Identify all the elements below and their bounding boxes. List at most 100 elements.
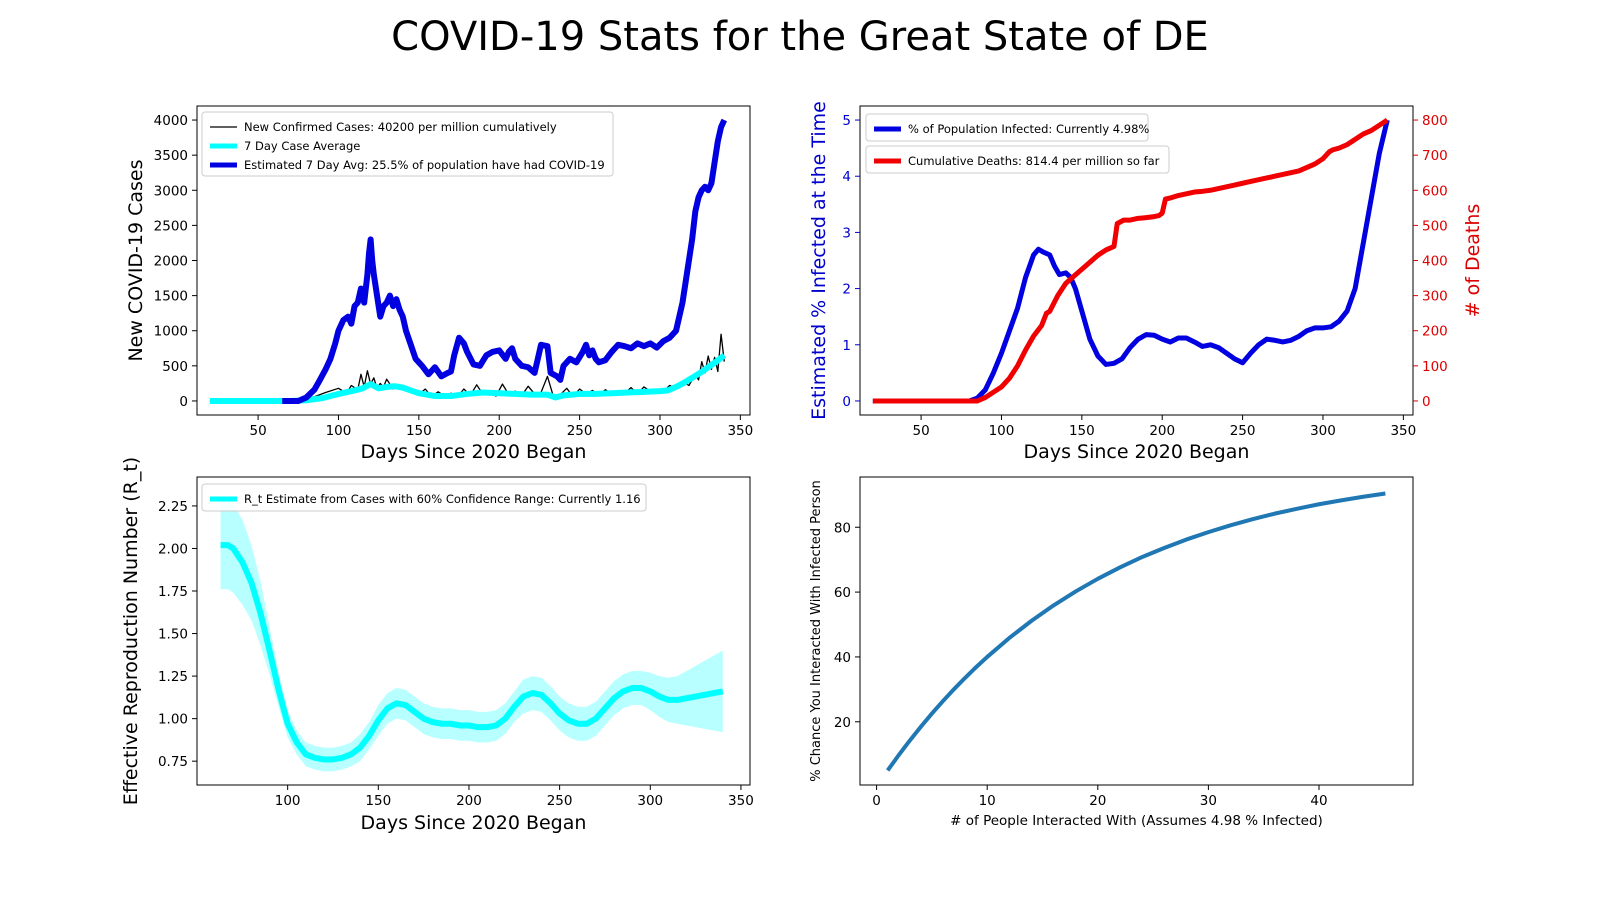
- y-tick-label: 5: [842, 113, 851, 129]
- x-tick-label: 50: [912, 423, 929, 439]
- cases-chart: 50 100 150 200 250 300 35005001000150020002500…: [125, 105, 753, 463]
- y-tick-label: 3: [842, 225, 851, 241]
- y-axis-label: Estimated % Infected at the Time: [808, 101, 830, 420]
- y2-tick-label: 600: [1422, 183, 1448, 199]
- y-tick-label: 60: [834, 585, 851, 601]
- series-layer: [886, 491, 1386, 772]
- x-tick-label: 300: [647, 423, 673, 439]
- y-tick-label: 500: [162, 359, 188, 375]
- y-tick-label: 1.00: [158, 712, 188, 728]
- y-axis-label: % Chance You Interacted With Infected Pe…: [809, 480, 824, 782]
- y-tick-label: 1: [842, 338, 851, 354]
- legend-label: Estimated 7 Day Avg: 25.5% of population…: [244, 158, 605, 172]
- infected-chart: 50 100 150 200 250 300 35001234501002003004005…: [808, 101, 1484, 463]
- y-tick-label: 0: [179, 394, 188, 410]
- series-line-2: [282, 118, 728, 404]
- x-tick-label: 0: [872, 793, 881, 809]
- x-axis-label: # of People Interacted With (Assumes 4.9…: [950, 813, 1323, 829]
- y2-tick-label: 300: [1422, 289, 1448, 305]
- y-tick-label: 2000: [154, 254, 188, 270]
- series-line-0: [886, 491, 1386, 772]
- series-line-1: [209, 352, 727, 404]
- y2-tick-label: 0: [1422, 394, 1431, 410]
- y-tick-label: 20: [834, 715, 851, 731]
- legend-label: 7 Day Case Average: [244, 139, 360, 153]
- x-tick-label: 350: [728, 793, 754, 809]
- legend-label: R_t Estimate from Cases with 60% Confide…: [244, 492, 641, 506]
- x-tick-label: 300: [1310, 423, 1336, 439]
- series-line-0: [872, 119, 1390, 404]
- x-tick-label: 250: [1230, 423, 1256, 439]
- y-tick-label: 1.25: [158, 669, 188, 685]
- x-tick-label: 150: [1069, 423, 1095, 439]
- y-axis-label: New COVID-19 Cases: [125, 159, 147, 361]
- x-tick-label: 30: [1200, 793, 1217, 809]
- legend-box: [865, 113, 1149, 142]
- series-line-1: [872, 117, 1389, 404]
- y-tick-label: 4000: [154, 113, 188, 129]
- confidence-band: [220, 500, 723, 772]
- x-axis-label: Days Since 2020 Began: [361, 812, 587, 834]
- x-tick-label: 40: [1310, 793, 1327, 809]
- x-tick-label: 250: [547, 793, 573, 809]
- y-tick-label: 2: [842, 282, 851, 298]
- y2-tick-label: 500: [1422, 218, 1448, 234]
- legend-box: [201, 483, 647, 512]
- x-tick-label: 150: [406, 423, 432, 439]
- x-tick-label: 150: [365, 793, 391, 809]
- y-tick-label: 1000: [154, 324, 188, 340]
- legend: R_t Estimate from Cases with 60% Confide…: [201, 483, 647, 512]
- legend-box: [201, 111, 614, 177]
- y2-tick-label: 800: [1422, 113, 1448, 129]
- legend: Cumulative Deaths: 814.4 per million so …: [865, 145, 1170, 174]
- plot-area: [860, 477, 1413, 785]
- rt-chart: 100 150 200 250 300 350 0.75 1.00 1.25 1.50 1.75 2.…: [120, 457, 754, 834]
- series-layer: [872, 117, 1390, 404]
- y2-tick-label: 200: [1422, 324, 1448, 340]
- y-tick-label: 4: [842, 169, 851, 185]
- legend-label: New Confirmed Cases: 40200 per million c…: [244, 120, 557, 134]
- x-axis-label: Days Since 2020 Began: [1024, 441, 1250, 463]
- x-tick-label: 100: [275, 793, 301, 809]
- x-tick-label: 350: [727, 423, 753, 439]
- y-tick-label: 1500: [154, 289, 188, 305]
- y2-tick-label: 700: [1422, 148, 1448, 164]
- x-tick-label: 50: [249, 423, 266, 439]
- y-tick-label: 40: [834, 650, 851, 666]
- x-tick-label: 10: [979, 793, 996, 809]
- y-tick-label: 0: [842, 394, 851, 410]
- y2-tick-label: 100: [1422, 359, 1448, 375]
- y2-tick-label: 400: [1422, 254, 1448, 270]
- y-tick-label: 3500: [154, 148, 188, 164]
- x-tick-label: 200: [456, 793, 482, 809]
- figure-title: COVID-19 Stats for the Great State of DE: [391, 14, 1209, 60]
- y-tick-label: 80: [834, 520, 851, 536]
- y-tick-label: 2500: [154, 218, 188, 234]
- y-tick-label: 1.50: [158, 627, 188, 643]
- x-tick-label: 250: [567, 423, 593, 439]
- x-tick-label: 350: [1390, 423, 1416, 439]
- x-tick-label: 300: [637, 793, 663, 809]
- x-tick-label: 20: [1089, 793, 1106, 809]
- x-tick-label: 100: [989, 423, 1015, 439]
- legend: New Confirmed Cases: 40200 per million c…: [201, 111, 614, 177]
- x-axis-label: Days Since 2020 Began: [361, 441, 587, 463]
- chance-chart: 0 10 20 30 40 20 40 60 80 # of People Interacted …: [809, 476, 1414, 829]
- series-layer: [220, 500, 724, 772]
- x-tick-label: 200: [1149, 423, 1175, 439]
- legend-label: % of Population Infected: Currently 4.98…: [908, 122, 1149, 136]
- y-tick-label: 2.00: [158, 541, 188, 557]
- y-axis-label: Effective Reproduction Number (R_t): [120, 457, 142, 805]
- y-tick-label: 2.25: [158, 499, 188, 515]
- plot-frame: [859, 476, 1414, 786]
- legend: % of Population Infected: Currently 4.98…: [865, 113, 1149, 142]
- plot-frame: [196, 476, 751, 786]
- x-tick-label: 100: [326, 423, 352, 439]
- legend-label: Cumulative Deaths: 814.4 per million so …: [908, 154, 1160, 168]
- y-tick-label: 3000: [154, 183, 188, 199]
- y-tick-label: 0.75: [158, 754, 188, 770]
- series-layer: [209, 118, 728, 404]
- series-line-0: [220, 542, 724, 763]
- x-tick-label: 200: [486, 423, 512, 439]
